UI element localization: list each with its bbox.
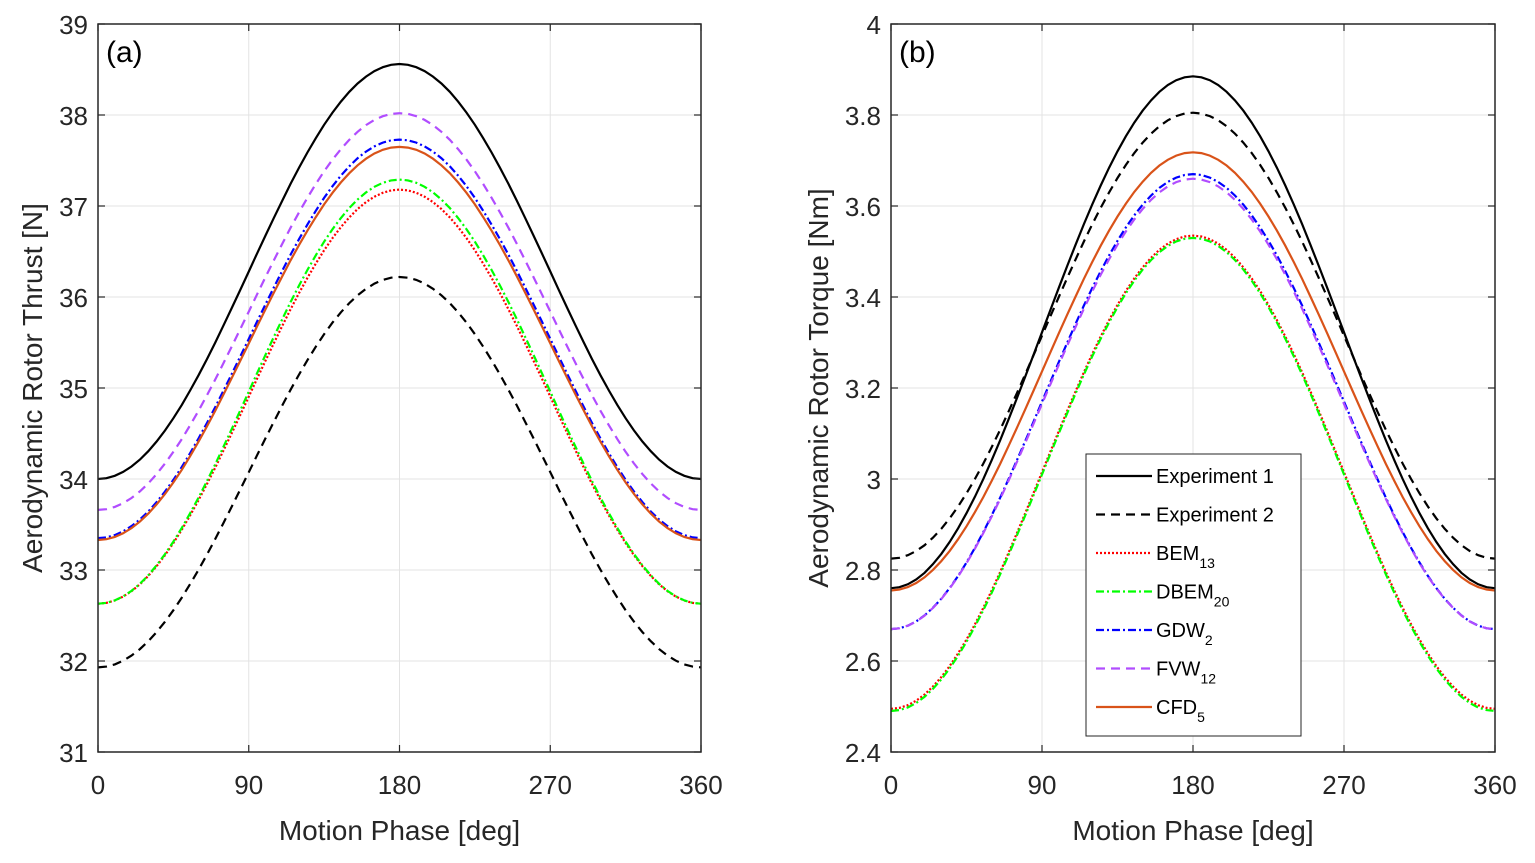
series-line-dbem20	[891, 236, 1495, 713]
x-tick-label: 360	[1473, 770, 1516, 800]
x-tick-label: 90	[1028, 770, 1057, 800]
y-tick-label: 3.6	[845, 192, 881, 222]
series-line-cfd5	[98, 145, 701, 542]
y-tick-label: 2.4	[845, 738, 881, 768]
plot-torque: 0 90 180 270 360 2.4 2.6 2.8 3 3.2 3.4 3.6 3.8 4 Motio…	[803, 10, 1517, 846]
x-tick-label: 360	[679, 770, 722, 800]
legend-subscript: 20	[1214, 594, 1230, 610]
plot-thrust: 0 90 180 270 360 31 32 33 34 35 36 37 38 39 Motion Pha…	[17, 10, 723, 846]
y-tick-label: 39	[59, 10, 88, 40]
legend-label: Experiment 1	[1156, 466, 1274, 488]
x-tick-label: 180	[378, 770, 421, 800]
legend-subscript: 13	[1199, 555, 1215, 571]
x-axis-label: Motion Phase [deg]	[279, 815, 520, 846]
series-line-experiment-2	[98, 275, 701, 669]
series-line-experiment-2	[891, 111, 1495, 560]
x-tick-label: 270	[529, 770, 572, 800]
panel-label: (a)	[106, 36, 143, 69]
x-axis-label: Motion Phase [deg]	[1072, 815, 1313, 846]
y-tick-label: 37	[59, 192, 88, 222]
legend-box	[1085, 453, 1302, 737]
x-tick-label: 0	[884, 770, 898, 800]
y-axis-label: Aerodynamic Rotor Thrust [N]	[17, 203, 48, 573]
y-tick-label: 3	[867, 465, 881, 495]
y-tick-label: 3.8	[845, 101, 881, 131]
series-line-fvw12	[98, 112, 701, 511]
y-axis-label: Aerodynamic Rotor Torque [Nm]	[803, 188, 834, 587]
x-tick-label: 90	[234, 770, 263, 800]
y-tick-label: 3.2	[845, 374, 881, 404]
legend-subscript: 12	[1200, 671, 1216, 687]
series-line-experiment-1	[891, 75, 1495, 590]
legend-label: Experiment 2	[1156, 505, 1274, 527]
x-tick-label: 0	[91, 770, 105, 800]
y-tick-label: 4	[867, 10, 881, 40]
y-tick-label: 32	[59, 647, 88, 677]
series-line-gdw2	[98, 138, 701, 540]
y-tick-label: 2.6	[845, 647, 881, 677]
y-tick-label: 38	[59, 101, 88, 131]
legend-subscript: 2	[1205, 632, 1213, 648]
y-tick-label: 33	[59, 556, 88, 586]
series-line-fvw12	[891, 177, 1495, 631]
x-tick-label: 180	[1171, 770, 1214, 800]
x-tick-label: 270	[1322, 770, 1365, 800]
y-tick-label: 35	[59, 374, 88, 404]
y-tick-label: 2.8	[845, 556, 881, 586]
y-tick-label: 36	[59, 283, 88, 313]
y-tick-label: 3.4	[845, 283, 881, 313]
series-line-cfd5	[891, 151, 1495, 592]
panel-label: (b)	[899, 36, 936, 69]
legend-subscript: 5	[1197, 709, 1205, 725]
y-tick-label: 34	[59, 465, 88, 495]
series-line-experiment-1	[98, 62, 701, 481]
y-tick-label: 31	[59, 738, 88, 768]
